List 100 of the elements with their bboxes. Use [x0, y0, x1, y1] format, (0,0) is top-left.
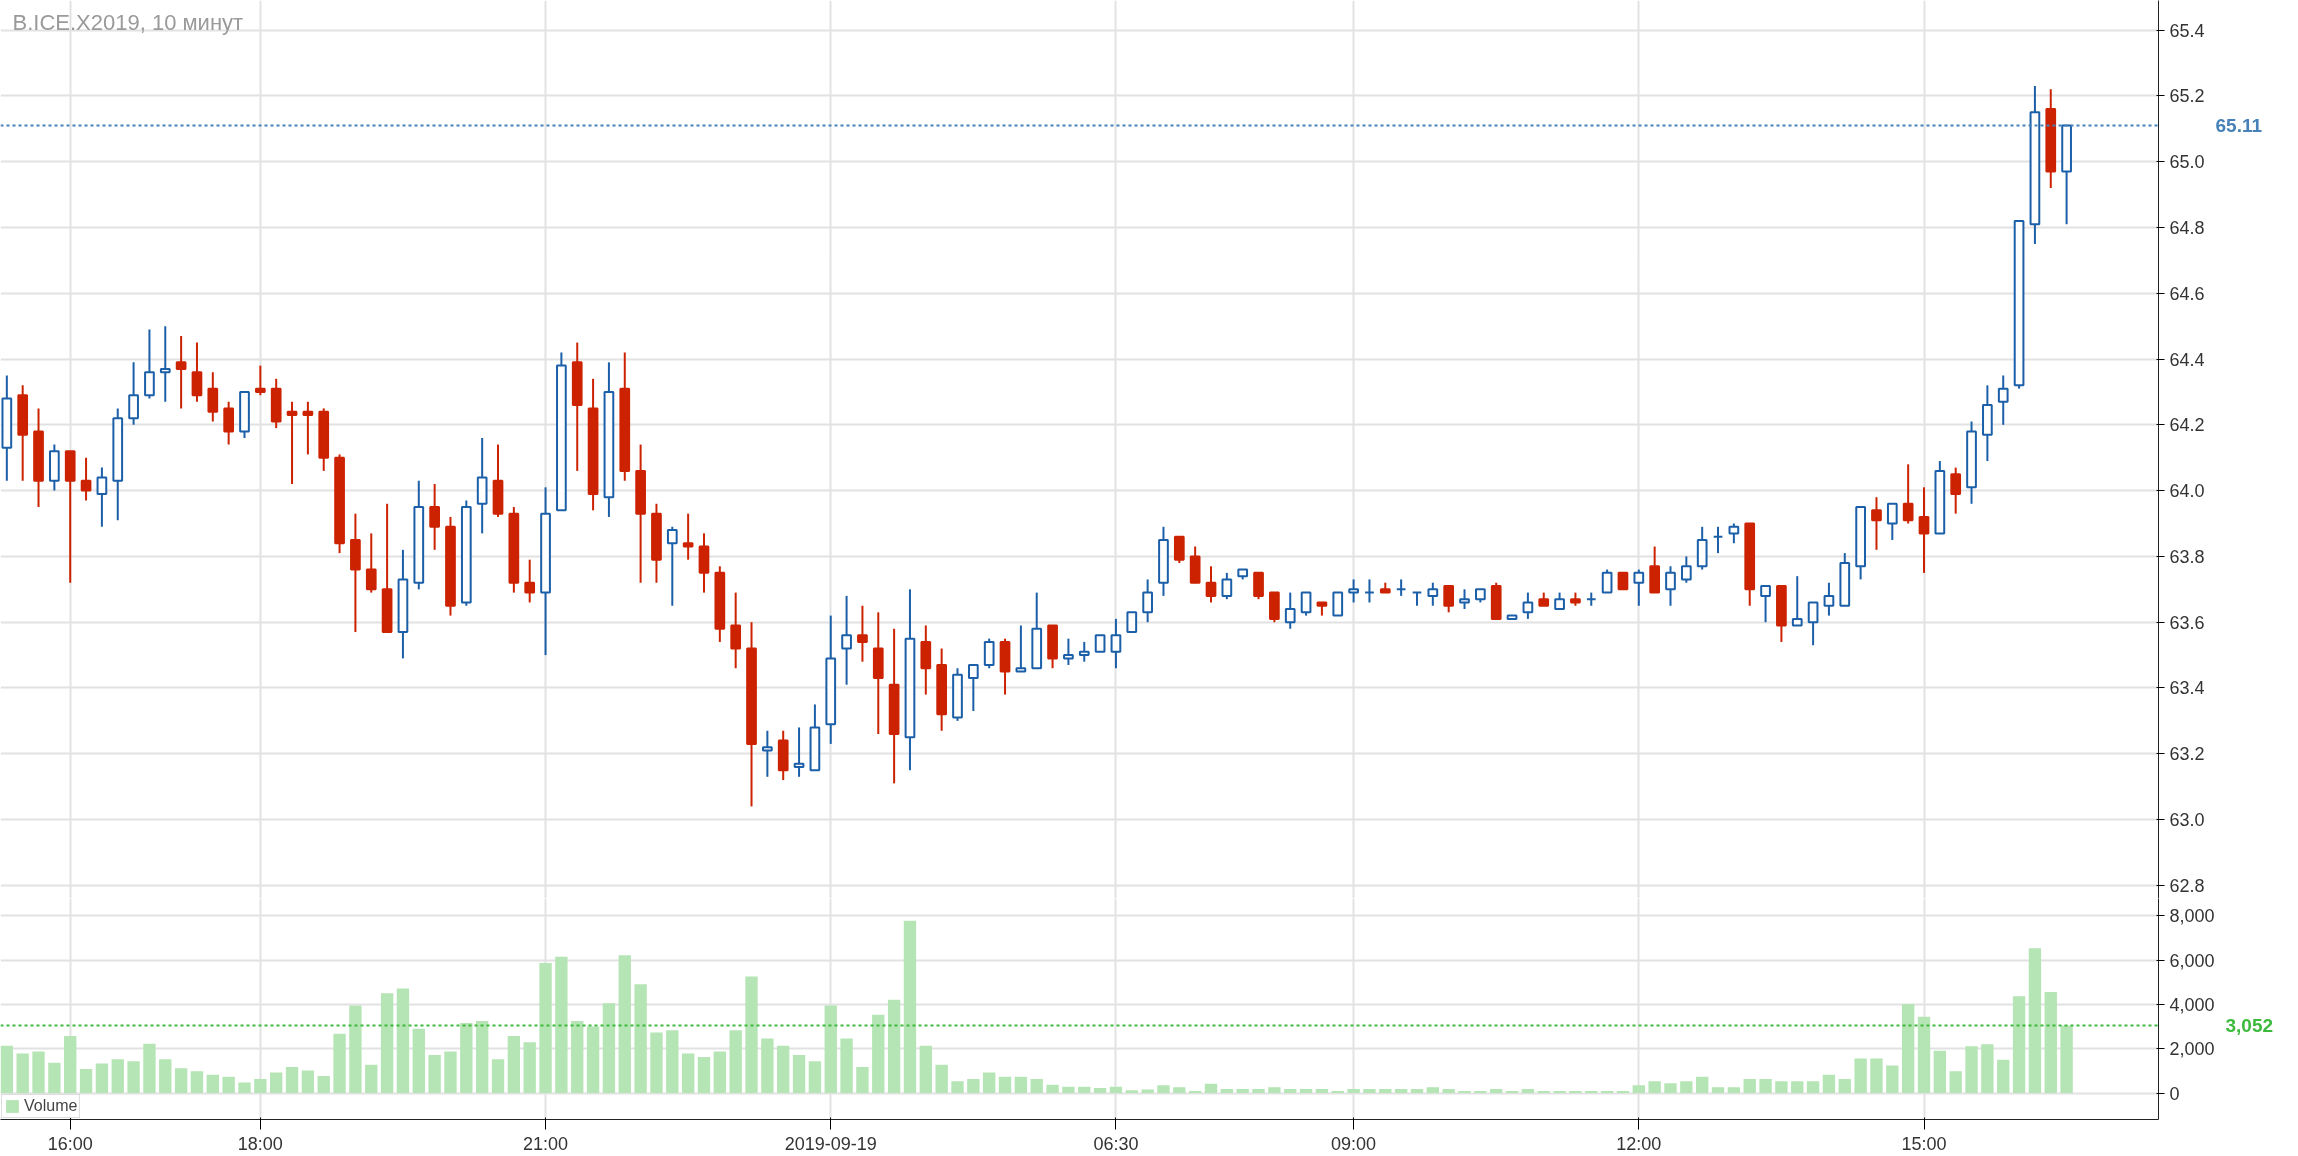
bar [967, 1078, 980, 1094]
bar [317, 1076, 330, 1094]
candlestick [144, 328, 155, 400]
bar [1426, 1087, 1440, 1094]
bar [1315, 1088, 1329, 1094]
y-tick-label: 63.8 [2169, 546, 2205, 567]
candlestick [1791, 575, 1803, 627]
bar [887, 999, 901, 1094]
candlestick [1902, 463, 1914, 525]
candlestick [1284, 591, 1296, 630]
candlestick [762, 729, 773, 778]
bar [1727, 1087, 1741, 1094]
bar [1284, 1088, 1297, 1094]
bar [1157, 1085, 1170, 1094]
y-tick-label: 64.4 [2169, 349, 2205, 370]
bar [1569, 1090, 1582, 1094]
bar [523, 1042, 536, 1094]
bar [111, 1059, 124, 1094]
bar [174, 1068, 188, 1094]
candlestick [286, 400, 298, 486]
bar [1394, 1088, 1408, 1094]
candlestick [1601, 568, 1613, 594]
candlestick [1015, 624, 1027, 673]
bar [571, 1021, 584, 1094]
bar [777, 1045, 790, 1094]
y-tick-label: 64.0 [2169, 481, 2205, 502]
bar [1664, 1083, 1677, 1094]
bar [840, 1038, 853, 1094]
bar [159, 1059, 172, 1094]
y-tick-label: 63.4 [2169, 678, 2205, 699]
bar [745, 976, 758, 1094]
bar [64, 1035, 77, 1094]
candlestick [365, 532, 377, 594]
bar [618, 955, 631, 1094]
candlestick [1253, 571, 1264, 601]
bar [539, 963, 552, 1094]
bar [1109, 1086, 1123, 1094]
bar [1078, 1086, 1091, 1094]
candlestick [1332, 591, 1344, 617]
candlestick [1760, 585, 1771, 624]
bar [1648, 1081, 1661, 1094]
candlestick [1126, 611, 1138, 634]
candlestick [207, 371, 219, 423]
candlestick [1300, 591, 1312, 617]
bar [380, 993, 394, 1094]
bar [1680, 1081, 1693, 1094]
bar [951, 1081, 964, 1094]
x-tick-label: 2019-09-19 [784, 1133, 877, 1154]
y-tick-label: 2,000 [2169, 1039, 2215, 1060]
bar [1886, 1065, 1899, 1094]
candlestick [128, 361, 139, 426]
candlestick [1221, 571, 1233, 601]
bar [998, 1076, 1012, 1094]
y-tick-label: 65.0 [2169, 152, 2205, 173]
bar [1806, 1081, 1820, 1094]
x-tick-label: 16:00 [47, 1133, 93, 1154]
bar [856, 1066, 869, 1094]
candlestick [857, 604, 868, 663]
bar [396, 988, 410, 1094]
bar [1759, 1078, 1772, 1094]
bar [1030, 1078, 1043, 1094]
bar [301, 1070, 315, 1094]
bar [1046, 1084, 1059, 1094]
y-tick-label: 65.4 [2169, 20, 2205, 41]
candlestick [254, 364, 266, 397]
bar [95, 1063, 109, 1094]
candlestick [1173, 535, 1185, 564]
bar [238, 1082, 251, 1094]
candlestick [1142, 578, 1153, 624]
bar [1125, 1090, 1138, 1094]
bar [761, 1038, 774, 1094]
y-tick-label: 64.6 [2169, 283, 2205, 304]
candlestick [1807, 601, 1819, 647]
legend-label: Volume [24, 1097, 78, 1115]
y-tick-label: 63.6 [2169, 612, 2205, 633]
bar [919, 1045, 932, 1094]
bar [127, 1061, 140, 1094]
bar [349, 1005, 362, 1094]
bar [254, 1078, 267, 1094]
bar [491, 1059, 505, 1094]
candlestick [1728, 522, 1740, 545]
bar [1949, 1071, 1962, 1094]
bar [285, 1066, 299, 1094]
bar [1933, 1050, 1947, 1094]
bar [1379, 1088, 1392, 1094]
bar [1743, 1078, 1756, 1094]
y-tick-label: 64.2 [2169, 415, 2205, 436]
bar [824, 1005, 837, 1094]
bar [1870, 1058, 1883, 1094]
bar [1014, 1076, 1028, 1094]
bar [1901, 1004, 1915, 1094]
bar [1093, 1088, 1107, 1094]
bar [1410, 1088, 1424, 1094]
bar [507, 1035, 521, 1094]
candlestick [1918, 486, 1930, 574]
bar [586, 1026, 600, 1094]
y-tick-label: 63.2 [2169, 744, 2205, 765]
bar [1775, 1081, 1788, 1094]
bar [1490, 1088, 1503, 1094]
bar [1173, 1087, 1186, 1094]
